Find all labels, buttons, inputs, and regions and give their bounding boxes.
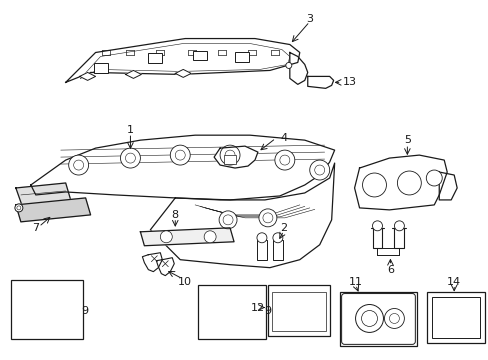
Circle shape xyxy=(223,215,233,225)
Circle shape xyxy=(314,165,324,175)
Polygon shape xyxy=(16,198,90,222)
Bar xyxy=(11,280,82,339)
Circle shape xyxy=(259,209,276,227)
Polygon shape xyxy=(307,76,333,88)
Text: 12: 12 xyxy=(250,302,264,312)
Polygon shape xyxy=(289,53,307,84)
Bar xyxy=(271,292,325,332)
Circle shape xyxy=(388,314,399,323)
Polygon shape xyxy=(175,69,191,77)
Text: 11: 11 xyxy=(348,276,362,287)
Circle shape xyxy=(15,204,23,212)
Text: 10: 10 xyxy=(178,276,192,287)
Polygon shape xyxy=(214,146,258,168)
Polygon shape xyxy=(65,39,299,82)
Polygon shape xyxy=(16,183,71,208)
Circle shape xyxy=(274,150,294,170)
Polygon shape xyxy=(150,163,334,268)
Circle shape xyxy=(74,160,83,170)
Circle shape xyxy=(125,153,135,163)
Text: 2: 2 xyxy=(280,223,287,233)
Circle shape xyxy=(203,231,216,243)
Circle shape xyxy=(120,148,140,168)
Bar xyxy=(93,63,107,73)
Bar xyxy=(272,240,282,260)
Circle shape xyxy=(160,231,172,243)
Bar xyxy=(198,285,265,339)
Text: 3: 3 xyxy=(305,14,313,24)
Bar xyxy=(339,292,416,346)
Circle shape xyxy=(272,233,282,243)
Circle shape xyxy=(256,233,266,243)
Circle shape xyxy=(279,155,289,165)
Circle shape xyxy=(362,173,386,197)
Circle shape xyxy=(372,221,382,231)
Text: 1: 1 xyxy=(127,125,134,135)
Circle shape xyxy=(397,171,421,195)
Circle shape xyxy=(384,309,404,328)
Text: 14: 14 xyxy=(446,276,460,287)
Bar xyxy=(193,50,207,60)
Bar xyxy=(148,54,162,63)
Text: 5: 5 xyxy=(403,135,410,145)
Circle shape xyxy=(394,221,404,231)
Text: 13: 13 xyxy=(342,77,356,87)
Bar xyxy=(235,53,248,62)
Circle shape xyxy=(355,305,383,332)
Text: 9: 9 xyxy=(81,306,88,316)
Circle shape xyxy=(309,160,329,180)
FancyBboxPatch shape xyxy=(341,293,414,345)
Text: 9: 9 xyxy=(264,306,271,316)
Bar xyxy=(431,297,479,338)
Polygon shape xyxy=(140,228,234,246)
Text: 7: 7 xyxy=(32,223,40,233)
Circle shape xyxy=(175,150,185,160)
Polygon shape xyxy=(438,172,456,200)
Bar xyxy=(267,285,329,336)
Circle shape xyxy=(426,170,441,186)
Circle shape xyxy=(361,310,377,327)
Circle shape xyxy=(219,211,237,229)
Bar xyxy=(256,240,266,260)
Circle shape xyxy=(224,150,235,160)
Circle shape xyxy=(263,213,272,223)
Bar xyxy=(224,155,236,164)
Polygon shape xyxy=(31,135,334,200)
Circle shape xyxy=(68,155,88,175)
Bar xyxy=(372,228,382,248)
Bar xyxy=(427,292,484,343)
Circle shape xyxy=(220,145,240,165)
Text: 8: 8 xyxy=(171,210,179,220)
Text: 6: 6 xyxy=(386,265,393,275)
Bar xyxy=(394,228,404,248)
Circle shape xyxy=(170,145,190,165)
Circle shape xyxy=(17,206,21,210)
Circle shape xyxy=(285,62,291,68)
Polygon shape xyxy=(354,155,447,210)
Text: 4: 4 xyxy=(280,133,287,143)
Polygon shape xyxy=(80,72,95,80)
Polygon shape xyxy=(125,71,141,78)
